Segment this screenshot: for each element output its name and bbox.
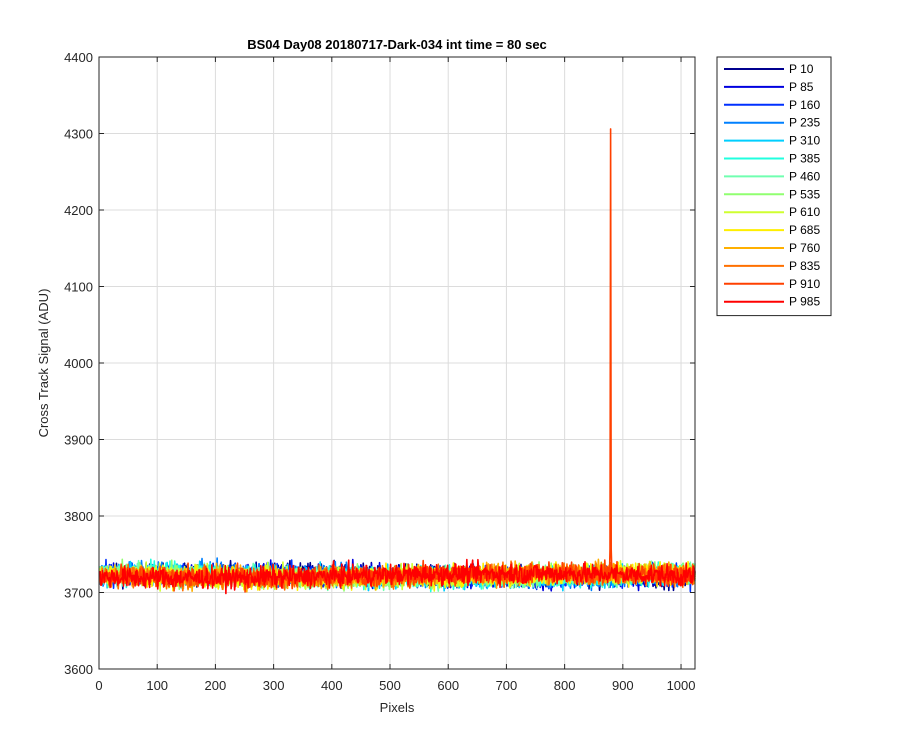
x-axis-label: Pixels: [380, 700, 415, 715]
legend-label: P 85: [789, 80, 814, 94]
legend-label: P 910: [789, 277, 820, 291]
x-tick-label: 300: [263, 678, 285, 693]
y-tick-label: 4000: [64, 356, 93, 371]
legend-label: P 460: [789, 169, 820, 183]
legend-label: P 685: [789, 223, 820, 237]
legend-label: P 235: [789, 116, 820, 130]
legend-label: P 385: [789, 152, 820, 166]
legend-label: P 760: [789, 241, 820, 255]
x-tick-label: 500: [379, 678, 401, 693]
x-tick-label: 200: [205, 678, 227, 693]
chart-title: BS04 Day08 20180717-Dark-034 int time = …: [247, 37, 547, 52]
x-tick-label: 800: [554, 678, 576, 693]
legend: P 10 P 85 P 160 P 235 P 310 P 385 P 460 P 535 P …: [716, 56, 832, 317]
series-line-p985: [98, 558, 696, 595]
x-tick-label: 600: [437, 678, 459, 693]
legend-label: P 610: [789, 205, 820, 219]
axis-ticks: 0 100 200 300 400 500 600 700 800 900 1000 3600 3700…: [64, 50, 695, 693]
y-tick-label: 4300: [64, 127, 93, 142]
y-tick-label: 3700: [64, 586, 93, 601]
legend-label: P 310: [789, 134, 820, 148]
legend-label: P 535: [789, 187, 820, 201]
x-tick-label: 1000: [667, 678, 696, 693]
x-tick-label: 0: [95, 678, 102, 693]
x-tick-label: 700: [496, 678, 518, 693]
x-tick-label: 900: [612, 678, 634, 693]
x-tick-label: 400: [321, 678, 343, 693]
legend-label: P 10: [789, 62, 814, 76]
legend-label: P 835: [789, 259, 820, 273]
y-axis-label: Cross Track Signal (ADU): [36, 289, 51, 438]
y-tick-label: 4200: [64, 203, 93, 218]
series-lines: [98, 128, 696, 595]
x-tick-label: 100: [146, 678, 168, 693]
y-tick-label: 3800: [64, 509, 93, 524]
y-tick-label: 4100: [64, 280, 93, 295]
y-tick-label: 4400: [64, 50, 93, 65]
legend-label: P 160: [789, 98, 820, 112]
y-tick-label: 3900: [64, 433, 93, 448]
legend-box: [716, 56, 832, 317]
y-tick-label: 3600: [64, 662, 93, 677]
legend-label: P 985: [789, 295, 820, 309]
